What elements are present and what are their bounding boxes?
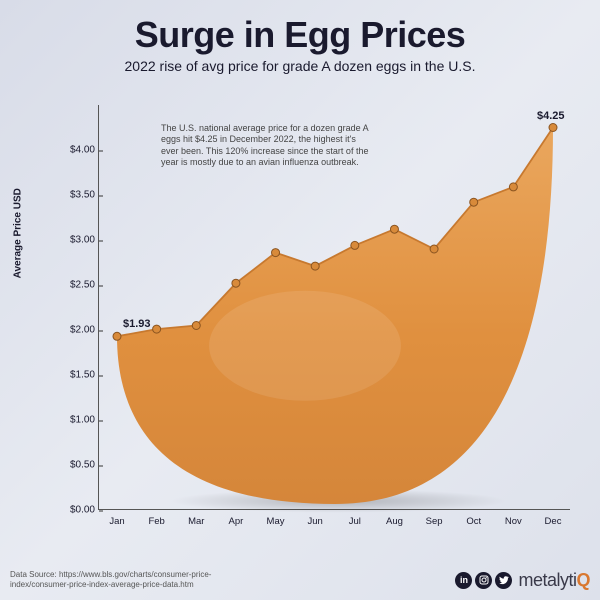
y-tick: $1.00 (61, 415, 95, 426)
brand-block: in metalytiQ (455, 570, 590, 591)
data-marker (509, 183, 517, 191)
social-icons: in (455, 572, 512, 589)
x-tick: Jul (349, 516, 361, 527)
data-marker (351, 241, 359, 249)
data-marker (549, 124, 557, 132)
x-tick: Jan (109, 516, 124, 527)
x-tick: Sep (426, 516, 443, 527)
data-source: Data Source: https://www.bls.gov/charts/… (10, 570, 270, 589)
data-marker (113, 332, 121, 340)
twitter-icon[interactable] (495, 572, 512, 589)
y-tick: $3.50 (61, 190, 95, 201)
data-marker (390, 225, 398, 233)
y-tick: $2.50 (61, 280, 95, 291)
linkedin-icon[interactable]: in (455, 572, 472, 589)
y-axis-label: Average Price USD (13, 188, 24, 278)
source-label: Data Source: (10, 570, 57, 579)
y-tick: $3.00 (61, 235, 95, 246)
value-callout: $4.25 (537, 110, 565, 122)
x-tick: Dec (545, 516, 562, 527)
data-marker (272, 249, 280, 257)
y-tick: $2.00 (61, 325, 95, 336)
y-tick: $1.50 (61, 370, 95, 381)
footer: Data Source: https://www.bls.gov/charts/… (10, 566, 590, 594)
y-tick: $0.00 (61, 505, 95, 516)
x-tick: Nov (505, 516, 522, 527)
page-subtitle: 2022 rise of avg price for grade A dozen… (0, 58, 600, 74)
data-marker (192, 322, 200, 330)
brand-logo: metalytiQ (518, 570, 590, 591)
chart-annotation: The U.S. national average price for a do… (161, 123, 371, 168)
x-tick: Oct (466, 516, 481, 527)
data-marker (311, 262, 319, 270)
x-tick: Aug (386, 516, 403, 527)
data-marker (470, 198, 478, 206)
instagram-icon[interactable] (475, 572, 492, 589)
y-tick: $4.00 (61, 145, 95, 156)
x-tick: Jun (308, 516, 323, 527)
value-callout: $1.93 (123, 318, 151, 330)
plot-area: The U.S. national average price for a do… (98, 105, 570, 510)
y-tick: $0.50 (61, 460, 95, 471)
page-title: Surge in Egg Prices (0, 0, 600, 56)
x-tick: May (267, 516, 285, 527)
x-tick: Feb (148, 516, 164, 527)
x-tick: Mar (188, 516, 204, 527)
data-marker (232, 279, 240, 287)
data-marker (430, 245, 438, 253)
data-marker (153, 325, 161, 333)
x-tick: Apr (229, 516, 244, 527)
egg-highlight (209, 291, 401, 401)
egg-price-chart: Average Price USD The U.S. national aver… (60, 105, 570, 530)
